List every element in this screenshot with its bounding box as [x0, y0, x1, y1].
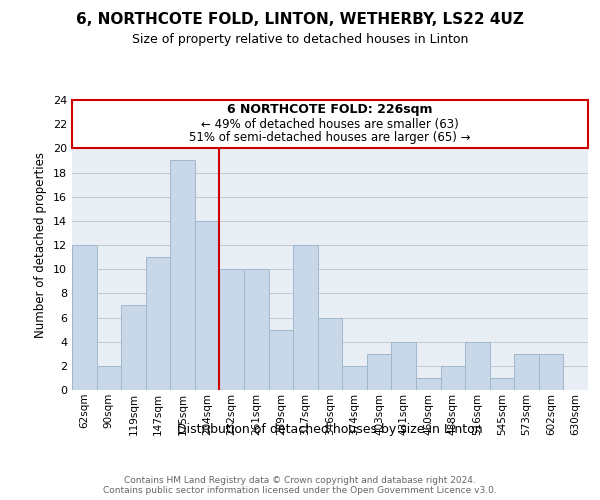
Bar — [367, 354, 391, 390]
Bar — [170, 160, 195, 390]
Text: Distribution of detached houses by size in Linton: Distribution of detached houses by size … — [177, 422, 483, 436]
Bar — [539, 354, 563, 390]
Bar — [514, 354, 539, 390]
Text: ← 49% of detached houses are smaller (63): ← 49% of detached houses are smaller (63… — [201, 118, 459, 130]
Bar — [293, 245, 318, 390]
Bar — [416, 378, 440, 390]
Bar — [121, 306, 146, 390]
Bar — [342, 366, 367, 390]
Bar — [195, 221, 220, 390]
Text: Contains HM Land Registry data © Crown copyright and database right 2024.
Contai: Contains HM Land Registry data © Crown c… — [103, 476, 497, 495]
Bar — [465, 342, 490, 390]
Text: Size of property relative to detached houses in Linton: Size of property relative to detached ho… — [132, 32, 468, 46]
Bar — [244, 269, 269, 390]
FancyBboxPatch shape — [72, 100, 588, 148]
Bar — [220, 269, 244, 390]
Y-axis label: Number of detached properties: Number of detached properties — [34, 152, 47, 338]
Bar — [440, 366, 465, 390]
Bar — [318, 318, 342, 390]
Bar — [490, 378, 514, 390]
Bar — [269, 330, 293, 390]
Text: 6, NORTHCOTE FOLD, LINTON, WETHERBY, LS22 4UZ: 6, NORTHCOTE FOLD, LINTON, WETHERBY, LS2… — [76, 12, 524, 28]
Bar — [97, 366, 121, 390]
Bar — [146, 257, 170, 390]
Bar — [72, 245, 97, 390]
Bar — [391, 342, 416, 390]
Text: 6 NORTHCOTE FOLD: 226sqm: 6 NORTHCOTE FOLD: 226sqm — [227, 103, 433, 116]
Text: 51% of semi-detached houses are larger (65) →: 51% of semi-detached houses are larger (… — [189, 131, 471, 144]
